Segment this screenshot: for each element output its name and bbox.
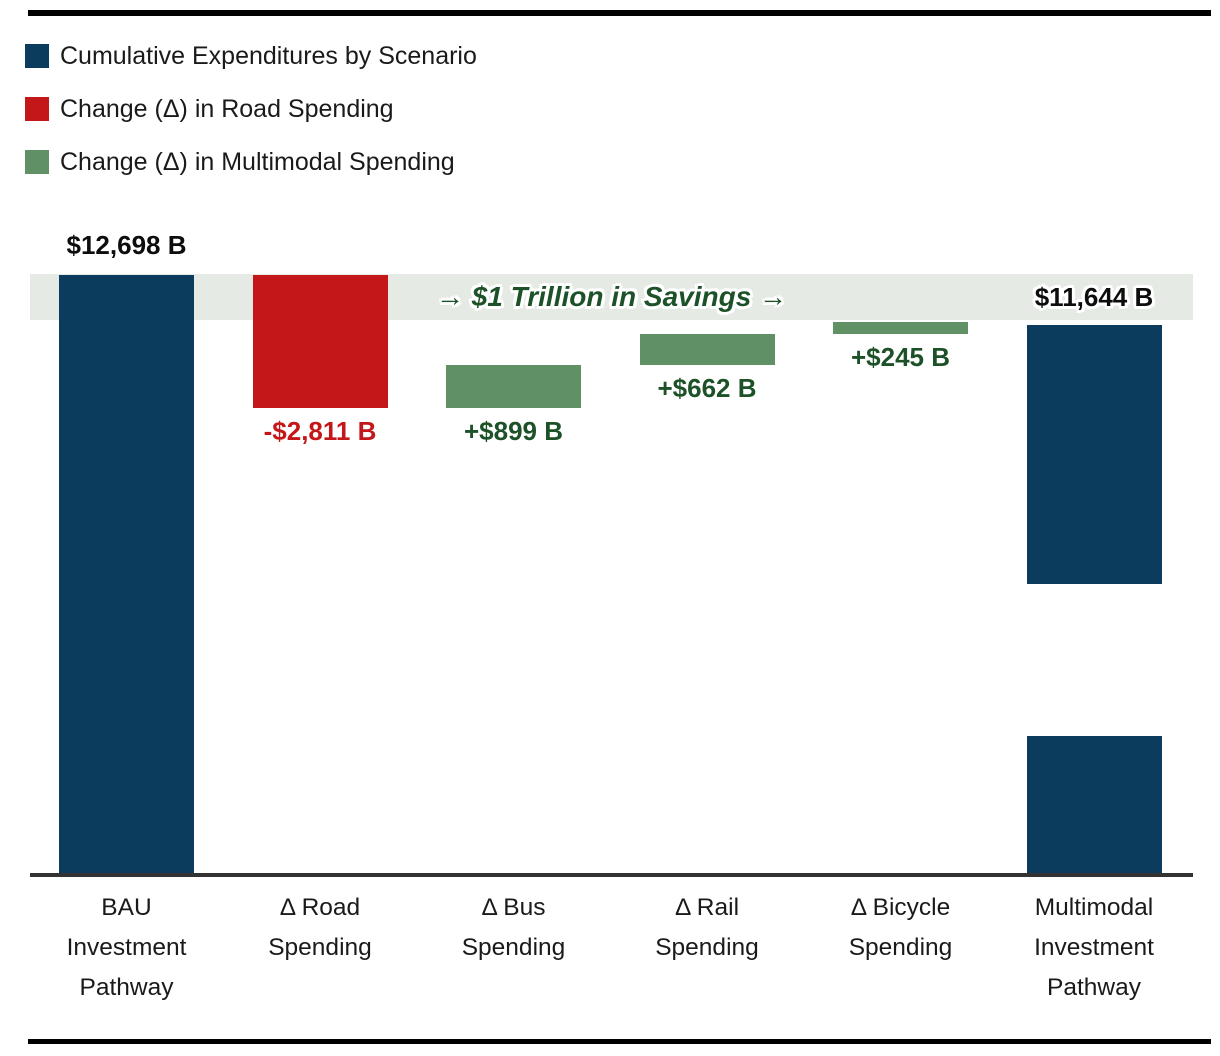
x-axis-category-label: BAU Investment Pathway <box>66 894 187 1001</box>
value-label: +$899 B <box>463 415 564 446</box>
x-axis-category-label: Δ Bus Spending <box>461 894 566 961</box>
legend-label: Change (Δ) in Road Spending <box>60 95 394 123</box>
legend-swatch-icon <box>25 97 49 121</box>
value-label: -$2,811 B <box>263 415 377 446</box>
legend-label: Cumulative Expenditures by Scenario <box>60 42 477 70</box>
legend-item: Change (Δ) in Multimodal Spending <box>25 149 477 175</box>
legend-item: Cumulative Expenditures by Scenario <box>25 43 477 69</box>
legend-label: Change (Δ) in Multimodal Spending <box>60 148 455 176</box>
bar-6-lower-segment <box>1026 736 1162 874</box>
bar-4 <box>639 333 775 366</box>
savings-banner-text: → $1 Trillion in Savings → <box>435 281 788 312</box>
x-axis-category-label: Multimodal Investment Pathway <box>1034 894 1154 1001</box>
x-axis-category-label: Δ Bicycle Spending <box>848 894 953 961</box>
top-rule <box>28 10 1211 16</box>
value-label: $11,644 B <box>1034 282 1154 312</box>
bar-5 <box>833 322 968 334</box>
legend-item: Change (Δ) in Road Spending <box>25 96 477 122</box>
x-axis-line <box>30 873 1193 877</box>
bar-1 <box>59 275 194 874</box>
value-label: +$245 B <box>850 341 951 372</box>
value-label: +$662 B <box>657 373 757 404</box>
bar-6-upper-segment <box>1026 324 1162 584</box>
x-axis-category-label: Δ Rail Spending <box>655 894 759 961</box>
legend-swatch-icon <box>25 44 49 68</box>
legend-swatch-icon <box>25 150 49 174</box>
bar-2 <box>252 275 388 408</box>
x-axis-category-label: Δ Road Spending <box>268 894 372 961</box>
bottom-rule <box>28 1039 1211 1044</box>
savings-band: → $1 Trillion in Savings → <box>30 274 1193 320</box>
legend: Cumulative Expenditures by Scenario Chang… <box>25 43 477 175</box>
value-label: $12,698 B <box>66 230 187 260</box>
bar-3 <box>446 365 581 408</box>
